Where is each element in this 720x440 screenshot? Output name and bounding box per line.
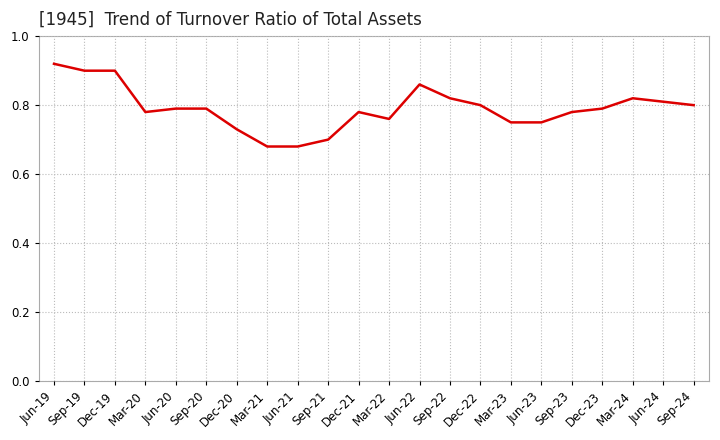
Text: [1945]  Trend of Turnover Ratio of Total Assets: [1945] Trend of Turnover Ratio of Total …: [39, 11, 422, 29]
